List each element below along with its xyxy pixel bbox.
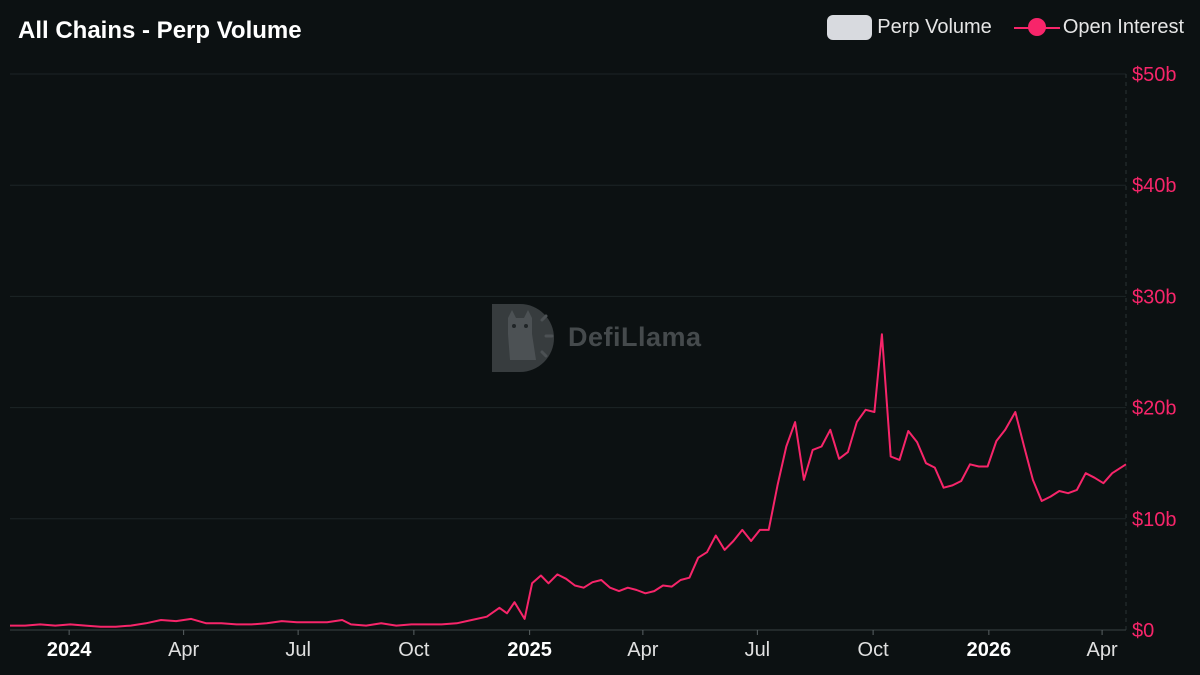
x-tick-label: 2024 bbox=[47, 639, 92, 661]
x-tick-label: Apr bbox=[1087, 639, 1118, 661]
x-tick-label: Jul bbox=[285, 639, 311, 661]
x-tick-label: Oct bbox=[858, 639, 890, 661]
x-tick-label: Apr bbox=[627, 639, 658, 661]
y-tick-label: $50b bbox=[1132, 64, 1177, 86]
x-tick-label: Apr bbox=[168, 639, 199, 661]
x-tick-label: 2026 bbox=[967, 639, 1012, 661]
legend-label-open-interest: Open Interest bbox=[1062, 16, 1184, 38]
x-tick-label: 2025 bbox=[507, 639, 552, 661]
chart-legend: Perp Volume Open Interest bbox=[827, 15, 1184, 40]
chart-title: All Chains - Perp Volume bbox=[18, 17, 302, 44]
defillama-logo-icon bbox=[492, 304, 554, 372]
y-tick-label: $40b bbox=[1132, 175, 1177, 197]
watermark: DefiLlama bbox=[490, 300, 702, 374]
x-tick-label: Oct bbox=[398, 639, 430, 661]
perp-volume-swatch-icon bbox=[827, 15, 873, 40]
y-tick-label: $30b bbox=[1132, 286, 1177, 308]
legend-item-perp-volume[interactable]: Perp Volume bbox=[827, 15, 992, 40]
y-tick-label: $10b bbox=[1132, 509, 1177, 531]
watermark-text: DefiLlama bbox=[568, 321, 702, 352]
legend-item-open-interest[interactable]: Open Interest bbox=[992, 15, 1184, 40]
legend-label-perp-volume: Perp Volume bbox=[877, 16, 992, 38]
open-interest-swatch-icon bbox=[1013, 15, 1060, 40]
y-tick-label: $0 bbox=[1132, 620, 1154, 642]
y-tick-label: $20b bbox=[1132, 398, 1177, 420]
open-interest-line bbox=[10, 333, 1127, 628]
x-tick-label: Jul bbox=[745, 639, 771, 661]
